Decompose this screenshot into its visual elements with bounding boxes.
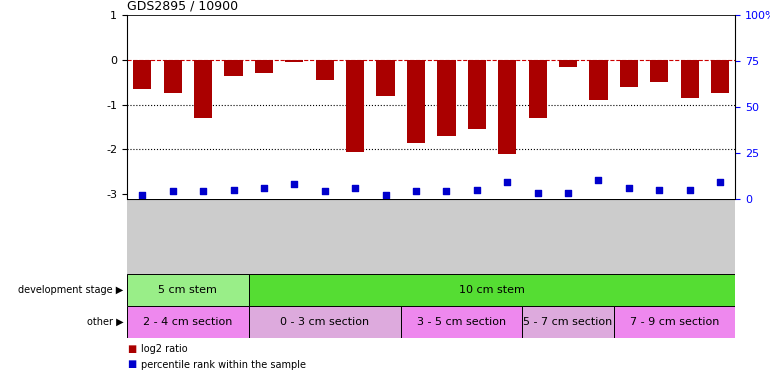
Bar [249,274,735,306]
Text: other ▶: other ▶ [86,316,123,327]
Point [531,190,544,196]
Bar [437,60,456,136]
Bar [249,306,401,338]
Bar [224,60,243,75]
Bar [650,60,668,82]
Bar [528,60,547,118]
Bar [346,60,364,152]
Bar [523,306,614,338]
Point [288,181,300,187]
Point [166,188,179,194]
Point [714,179,726,185]
Text: development stage ▶: development stage ▶ [18,285,123,295]
Point [349,185,361,191]
Text: GDS2895 / 10900: GDS2895 / 10900 [127,0,238,12]
Text: ■: ■ [127,344,136,354]
Text: log2 ratio: log2 ratio [141,344,188,354]
Text: 5 cm stem: 5 cm stem [159,285,217,295]
Point [501,179,514,185]
Text: 5 - 7 cm section: 5 - 7 cm section [524,316,613,327]
Point [592,177,604,183]
Point [623,185,635,191]
Text: 0 - 3 cm section: 0 - 3 cm section [280,316,370,327]
Bar [589,60,608,100]
Bar [255,60,273,73]
Text: ■: ■ [127,360,136,369]
Point [380,192,392,198]
Point [684,186,696,192]
Bar [377,60,395,96]
Bar [559,60,578,66]
Bar [407,60,425,143]
Bar [614,306,735,338]
Point [440,188,453,194]
Text: 3 - 5 cm section: 3 - 5 cm section [417,316,506,327]
Bar [467,60,486,129]
Bar [194,60,213,118]
Bar [133,60,152,89]
Point [258,185,270,191]
Point [136,192,149,198]
Point [319,188,331,194]
Point [653,186,665,192]
Point [562,190,574,196]
Bar [400,306,522,338]
Text: 7 - 9 cm section: 7 - 9 cm section [630,316,719,327]
Bar [127,306,249,338]
Bar [681,60,699,98]
Bar [711,60,729,93]
Point [227,186,239,192]
Bar [620,60,638,87]
Text: 10 cm stem: 10 cm stem [459,285,525,295]
Bar [127,274,249,306]
Text: percentile rank within the sample: percentile rank within the sample [141,360,306,369]
Bar [163,60,182,93]
Bar [285,60,303,62]
Bar [316,60,334,80]
Point [470,186,483,192]
Bar [498,60,517,154]
Point [197,188,209,194]
Point [410,188,422,194]
Text: 2 - 4 cm section: 2 - 4 cm section [143,316,233,327]
